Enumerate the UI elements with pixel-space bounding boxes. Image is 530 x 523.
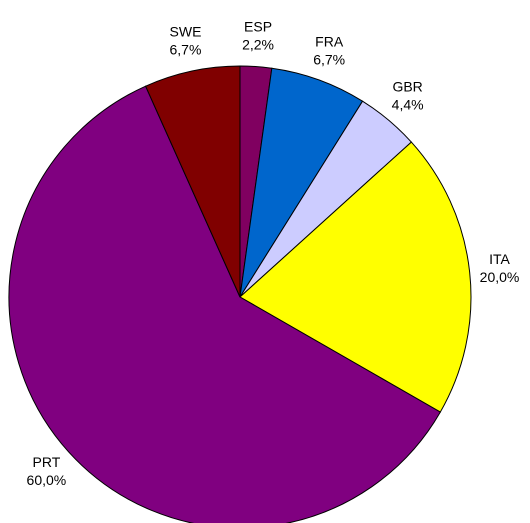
slice-label: SWE: [170, 23, 202, 39]
slice-label: ITA: [489, 251, 510, 267]
slice-value-label: 6,7%: [170, 41, 202, 57]
slice-value-label: 20,0%: [480, 269, 520, 285]
slice-label: GBR: [392, 79, 422, 95]
slice-label: ESP: [244, 18, 272, 34]
pie-slice: [144, 65, 241, 298]
pie-slice: [239, 141, 472, 413]
slice-label: PRT: [33, 454, 61, 470]
slice-value-label: 6,7%: [313, 51, 345, 67]
slice-value-label: 60,0%: [27, 472, 67, 488]
slice-value-label: 2,2%: [242, 36, 274, 52]
slice-label: FRA: [315, 33, 344, 49]
slice-value-label: 4,4%: [392, 97, 424, 113]
pie-slice: [8, 85, 441, 523]
